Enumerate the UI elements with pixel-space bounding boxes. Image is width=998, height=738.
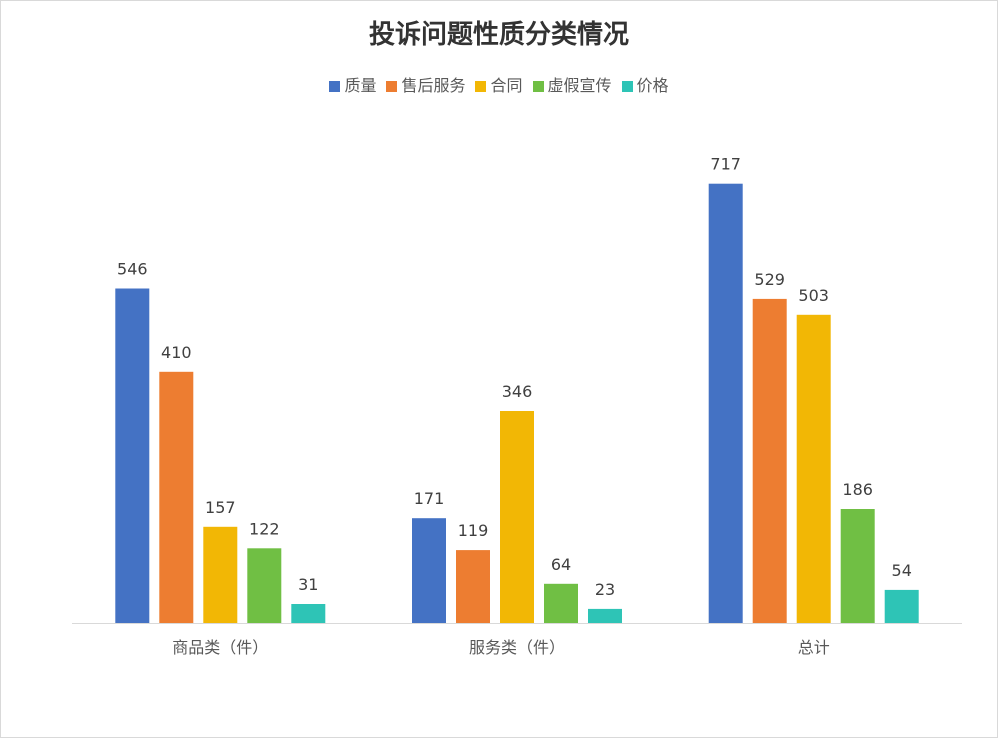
bar <box>203 526 238 623</box>
data-label: 186 <box>842 480 873 499</box>
bar <box>500 411 534 623</box>
bar <box>291 604 326 623</box>
data-label: 64 <box>551 555 571 574</box>
bar <box>159 371 194 623</box>
legend-label: 质量 <box>344 76 377 95</box>
chart-title: 投诉问题性质分类情况 <box>368 20 629 50</box>
data-label: 23 <box>595 580 615 599</box>
bar <box>588 608 622 623</box>
legend-item: 虚假宣传 <box>532 72 612 96</box>
bar <box>708 183 743 623</box>
data-label: 529 <box>754 270 785 289</box>
legend-item: 合同 <box>475 72 523 96</box>
legend-item: 售后服务 <box>386 72 465 96</box>
data-label: 171 <box>414 489 445 508</box>
legend-swatch <box>386 81 398 92</box>
data-label: 346 <box>502 382 533 401</box>
bar <box>247 548 282 623</box>
legend-swatch <box>475 81 487 92</box>
legend-swatch <box>621 81 633 92</box>
bar <box>796 314 831 623</box>
legend-item: 质量 <box>329 72 376 96</box>
data-label: 546 <box>117 260 148 279</box>
legend-label: 售后服务 <box>401 76 466 95</box>
legend: 质量 售后服务 合同 虚假宣传 价格 <box>0 72 998 96</box>
x-tick-label: 服务类（件） <box>469 638 565 657</box>
legend-swatch <box>329 81 341 92</box>
bar <box>840 509 875 623</box>
bar <box>115 288 150 623</box>
legend-label: 合同 <box>490 76 523 95</box>
legend-item: 价格 <box>621 72 669 96</box>
data-label: 122 <box>249 519 280 538</box>
x-tick-label: 总计 <box>798 638 830 657</box>
bar <box>544 583 578 623</box>
bar <box>412 518 446 623</box>
data-label: 54 <box>892 561 912 580</box>
data-label: 410 <box>161 343 192 362</box>
data-label: 717 <box>710 155 741 174</box>
bar <box>884 589 919 623</box>
data-label: 503 <box>798 286 829 305</box>
legend-swatch <box>532 81 544 92</box>
data-label: 157 <box>205 498 236 517</box>
legend-label: 虚假宣传 <box>547 76 612 95</box>
x-tick-label: 商品类（件） <box>172 638 268 657</box>
data-label: 31 <box>298 575 318 594</box>
bar <box>752 298 787 623</box>
data-label: 119 <box>458 521 489 540</box>
legend-label: 价格 <box>636 76 669 95</box>
bar <box>456 550 490 623</box>
